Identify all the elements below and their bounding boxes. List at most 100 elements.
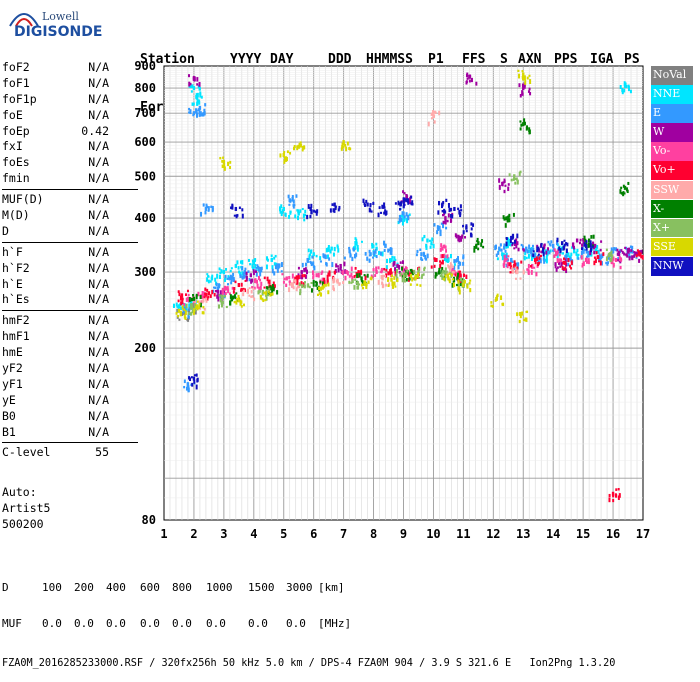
echo-pixel: [198, 100, 201, 105]
echo-pixel: [263, 286, 266, 289]
echo-pixel: [491, 304, 494, 308]
echo-pixel: [443, 257, 446, 261]
echo-pixel: [220, 302, 223, 308]
echo-pixel: [523, 75, 526, 81]
echo-pixel: [294, 214, 297, 219]
echo-pixel: [516, 233, 519, 239]
echo-pixel: [354, 278, 357, 281]
echo-pixel: [389, 268, 392, 274]
echo-pixel: [557, 259, 560, 263]
ionogram-chart: 1 2 3 4 5 6 7 8 9 10 11 12 13 14 15 16 17802003004005006…: [134, 59, 650, 541]
echo-pixel: [320, 260, 323, 263]
header-label: FFS: [462, 52, 486, 67]
echo-point: [414, 276, 417, 281]
echo-pixel: [229, 294, 232, 299]
echo-pixel: [280, 204, 283, 209]
echo-pixel: [361, 280, 364, 283]
echo-pixel: [448, 278, 451, 282]
echo-pixel: [179, 303, 182, 307]
header-label: PPS: [554, 52, 578, 67]
echo-pixel: [545, 255, 548, 261]
echo-pixel: [368, 254, 371, 257]
echo-pixel: [372, 244, 375, 249]
echo-pixel: [224, 295, 227, 298]
echo-pixel: [470, 77, 473, 83]
echo-point: [177, 304, 181, 309]
echo-pixel: [490, 304, 493, 308]
echo-point: [522, 72, 525, 77]
echo-pixel: [405, 212, 408, 217]
echo-pixel: [247, 258, 250, 262]
echo-pixel: [266, 256, 269, 261]
echo-pixel: [407, 214, 410, 219]
echo-pixel: [233, 287, 236, 291]
echo-pixel: [406, 219, 409, 224]
echo-pixel: [530, 252, 533, 257]
echo-pixel: [253, 297, 256, 302]
echo-pixel: [394, 202, 397, 205]
footer-info: FZA0M_2016285233000.RSF / 320fx256h 50 k…: [2, 658, 616, 669]
echo-pixel: [296, 279, 299, 285]
echo-pixel: [221, 164, 224, 168]
echo-point: [351, 279, 354, 284]
echo-pixel: [184, 310, 187, 316]
echo-pixel: [540, 250, 543, 253]
echo-pixel: [329, 249, 332, 254]
echo-pixel: [503, 254, 506, 260]
echo-pixel: [622, 191, 625, 195]
echo-pixel: [265, 296, 268, 301]
echo-pixel: [386, 258, 389, 264]
echo-pixel: [596, 244, 599, 249]
echo-pixel: [512, 178, 515, 181]
echo-pixel: [320, 272, 323, 276]
echo-pixel: [434, 275, 437, 279]
echo-point: [243, 270, 247, 275]
echo-pixel: [503, 243, 506, 247]
echo-point: [513, 263, 516, 268]
echo-pixel: [605, 261, 608, 265]
echo-pixel: [433, 264, 436, 268]
echo-pixel: [231, 276, 234, 280]
echo-point: [441, 246, 444, 251]
echo-pixel: [621, 90, 624, 95]
echo-pixel: [262, 299, 265, 303]
echo-pixel: [421, 237, 424, 242]
echo-pixel: [249, 263, 252, 266]
echo-pixel: [503, 178, 506, 184]
echo-pixel: [332, 287, 335, 292]
echo-pixel: [245, 271, 248, 276]
echo-pixel: [303, 146, 306, 150]
header-label: IGA: [590, 52, 614, 67]
echo-pixel: [459, 282, 462, 287]
header-label: DDD: [328, 52, 352, 67]
echo-pixel: [289, 151, 292, 155]
echo-pixel: [418, 276, 421, 279]
echo-pixel: [241, 208, 244, 212]
echo-pixel: [446, 273, 449, 279]
echo-pixel: [514, 266, 517, 270]
echo-pixel: [372, 268, 375, 272]
echo-pixel: [444, 220, 447, 224]
echo-pixel: [501, 255, 504, 261]
echo-pixel: [242, 274, 245, 279]
echo-pixel: [185, 307, 188, 312]
echo-pixel: [260, 281, 263, 286]
echo-pixel: [416, 249, 419, 254]
echo-pixel: [442, 201, 445, 205]
echo-pixel: [289, 199, 292, 203]
echo-point: [456, 276, 459, 281]
echo-pixel: [615, 488, 618, 491]
echo-pixel: [600, 261, 603, 266]
echo-point: [560, 246, 564, 251]
echo-pixel: [503, 245, 506, 250]
echo-pixel: [536, 264, 539, 268]
echo-pixel: [172, 303, 175, 308]
echo-pixel: [312, 279, 315, 285]
echo-pixel: [295, 282, 298, 285]
echo-pixel: [285, 156, 288, 162]
echo-pixel: [528, 244, 531, 249]
echo-pixel: [580, 255, 583, 260]
echo-pixel: [354, 240, 357, 244]
echo-pixel: [462, 254, 465, 259]
echo-pixel: [333, 277, 336, 283]
